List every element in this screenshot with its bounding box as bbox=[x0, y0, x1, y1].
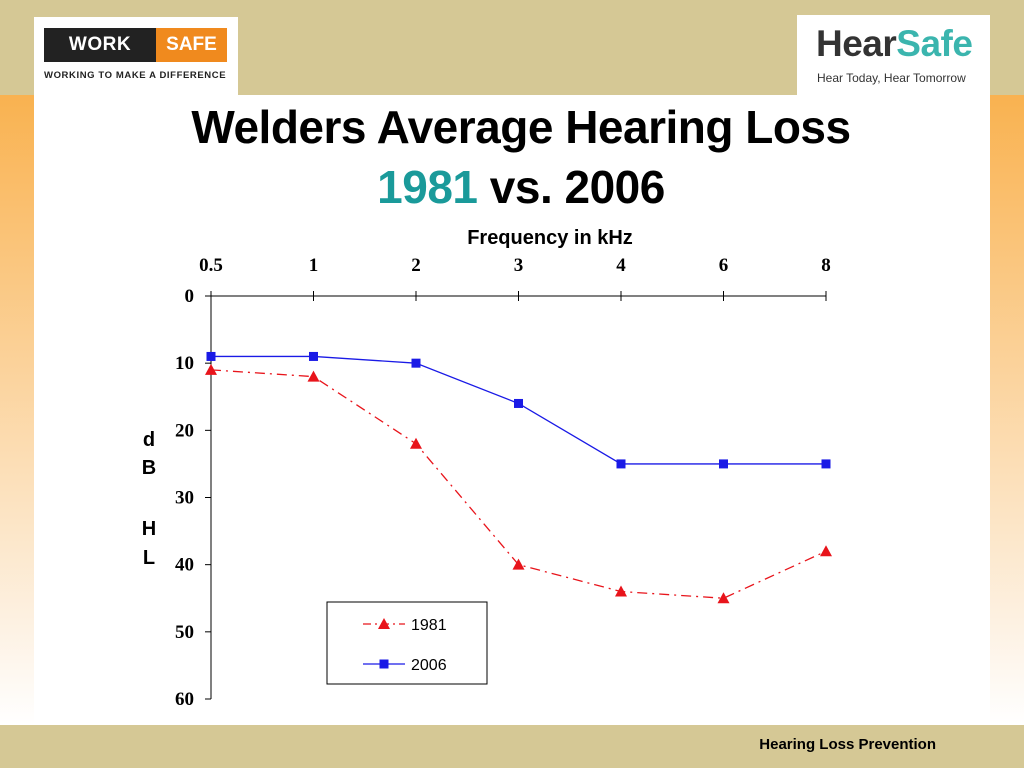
x-axis-title: Frequency in kHz bbox=[467, 227, 633, 249]
data-point-triangle bbox=[820, 545, 832, 557]
y-tick-label: 20 bbox=[175, 420, 194, 441]
slide-title-line1: Welders Average Hearing Loss bbox=[191, 101, 851, 153]
hearsafe-name-hear: Hear bbox=[816, 23, 897, 64]
y-tick-label: 40 bbox=[175, 555, 194, 576]
chart-axes: 0.5 1 2 3 4 6 8 0 10 20 30 40 50 60 Frequency in kHz dB… bbox=[142, 227, 831, 710]
x-tick-label: 8 bbox=[821, 255, 831, 276]
x-tick-label: 2 bbox=[411, 255, 421, 276]
data-point-square bbox=[379, 659, 389, 669]
y-tick-label: 0 bbox=[185, 286, 195, 307]
slide-title-line2: 1981 vs. 2006 bbox=[0, 160, 1024, 214]
hearsafe-logo: HearSafe Hear Today, Hear Tomorrow bbox=[797, 15, 990, 95]
data-point-square bbox=[719, 459, 728, 469]
footer-text: Hearing Loss Prevention bbox=[759, 736, 936, 753]
data-point-triangle bbox=[717, 592, 730, 604]
x-tick-label: 4 bbox=[616, 255, 626, 276]
left-gradient-border bbox=[0, 95, 34, 725]
chart-legend: 1981 2006 bbox=[326, 601, 488, 685]
hearsafe-name-safe: Safe bbox=[896, 23, 973, 64]
legend-label-2006: 2006 bbox=[411, 657, 447, 674]
title-vs-2006: vs. 2006 bbox=[477, 161, 666, 213]
chart-series bbox=[205, 351, 832, 604]
y-tick-label: 60 bbox=[175, 689, 194, 710]
worksafe-logo-work: WORK bbox=[44, 28, 156, 62]
data-point-triangle bbox=[205, 363, 217, 375]
hearsafe-tagline: Hear Today, Hear Tomorrow bbox=[817, 71, 966, 85]
x-tick-label: 1 bbox=[309, 255, 319, 276]
data-point-triangle bbox=[410, 437, 422, 449]
worksafe-logo-safebc: SAFE BC bbox=[156, 28, 227, 89]
y-tick-label: 10 bbox=[175, 353, 194, 374]
title-year-1981: 1981 bbox=[377, 161, 478, 213]
data-point-square bbox=[514, 398, 523, 408]
y-axis-title-char: B bbox=[142, 457, 156, 479]
data-point-square bbox=[616, 459, 626, 469]
data-point-triangle bbox=[615, 585, 627, 597]
x-tick-label: 0.5 bbox=[199, 255, 223, 276]
x-tick-label: 6 bbox=[719, 255, 729, 276]
legend-label-1981: 1981 bbox=[411, 617, 447, 634]
data-point-triangle bbox=[378, 618, 390, 629]
worksafe-tagline: WORKING TO MAKE A DIFFERENCE bbox=[44, 70, 227, 81]
y-axis-title-char: L bbox=[143, 547, 155, 569]
data-point-triangle bbox=[512, 558, 525, 570]
legend-box bbox=[326, 601, 488, 685]
data-point-square bbox=[821, 459, 831, 469]
worksafebc-logo: WORK SAFE BC WORKING TO MAKE A DIFFERENC… bbox=[34, 17, 238, 95]
x-tick-label: 3 bbox=[514, 255, 524, 276]
data-point-triangle bbox=[307, 370, 320, 382]
y-axis-title-char: d bbox=[143, 429, 155, 451]
hearsafe-name: HearSafe bbox=[816, 23, 973, 65]
right-gradient-border bbox=[990, 95, 1024, 725]
data-point-square bbox=[206, 351, 216, 361]
y-tick-label: 50 bbox=[175, 622, 194, 643]
y-tick-label: 30 bbox=[175, 488, 194, 509]
data-point-square bbox=[309, 351, 318, 361]
series-line-2006 bbox=[211, 355, 826, 465]
bottom-band bbox=[0, 725, 1024, 768]
y-axis-title-char: H bbox=[142, 518, 156, 540]
data-point-square bbox=[411, 358, 421, 368]
